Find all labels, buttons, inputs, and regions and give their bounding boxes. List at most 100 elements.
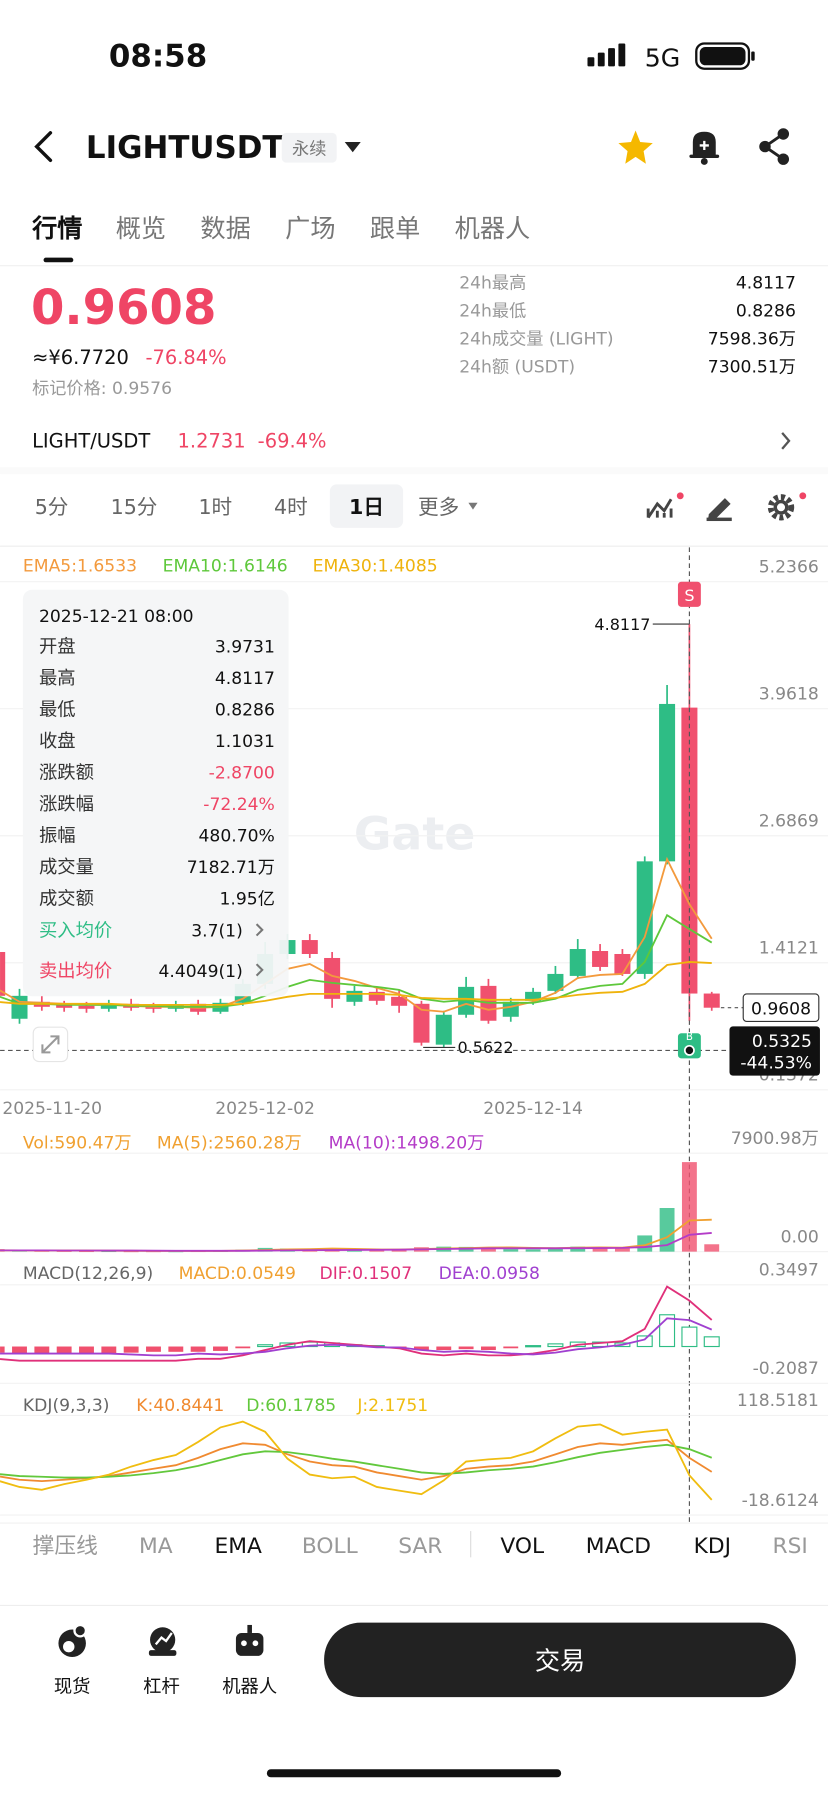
battery-icon	[695, 42, 755, 70]
tooltip-value: 4.4049(1)	[158, 962, 242, 982]
interval-selected-bg	[329, 484, 404, 528]
indicator-icon[interactable]	[646, 492, 684, 519]
candle-body	[391, 996, 408, 1006]
settings-icon[interactable]	[767, 492, 807, 521]
stat-label: 24h额 (USDT)	[459, 358, 575, 378]
crosshair-price: 0.5325	[752, 1032, 812, 1052]
tooltip-value: -72.24%	[203, 795, 275, 815]
indicator-tab[interactable]: MA	[139, 1534, 173, 1559]
indicator-tab[interactable]: EMA	[215, 1534, 263, 1559]
tab[interactable]: 广场	[285, 214, 335, 243]
indicator-tab[interactable]: MACD	[586, 1534, 651, 1559]
bar	[681, 1162, 697, 1252]
y-tick-label: 3.9618	[759, 685, 819, 705]
indicator-tab[interactable]: RSI	[773, 1534, 808, 1559]
mark-price: 标记价格: 0.9576	[32, 379, 172, 399]
nav-label[interactable]: 机器人	[222, 1677, 277, 1698]
tooltip: 2025-12-21 08:00 开盘 3.9731 最高 4.8117 最低 0.828…	[22, 589, 289, 997]
margin-icon[interactable]	[148, 1627, 177, 1656]
tab-indicator	[43, 257, 74, 263]
interval[interactable]: 5分	[35, 495, 69, 519]
charts: 5.23663.96182.68691.41210.13722025-11-20…	[0, 547, 828, 1524]
interval[interactable]: 1日	[349, 495, 384, 519]
trade-button-label[interactable]: 交易	[535, 1647, 585, 1676]
nav-label[interactable]: 杠杆	[143, 1677, 180, 1698]
y-tick-label: 0.00	[781, 1227, 819, 1247]
legend-entry: DIF:0.1507	[320, 1264, 413, 1284]
cny-price: ≈¥6.7720	[32, 346, 129, 369]
panel-title: KDJ(9,3,3)	[23, 1396, 110, 1416]
bar	[190, 1346, 206, 1352]
favorite-star[interactable]	[618, 130, 653, 164]
bar	[681, 1326, 698, 1348]
interval-bar: 5分 15分 1时 4时 1日 更多	[35, 495, 460, 519]
indicator-tab[interactable]: KDJ	[694, 1534, 731, 1559]
share-icon[interactable]	[759, 128, 790, 165]
x-tick-label: 2025-12-14	[483, 1099, 583, 1119]
interval[interactable]: 1时	[198, 495, 232, 519]
trade-button[interactable]	[324, 1622, 796, 1698]
tooltip-label: 开盘	[39, 637, 76, 658]
bar	[570, 1246, 586, 1252]
bar	[704, 1244, 720, 1252]
indicator-line	[0, 1443, 713, 1479]
indicator-tab[interactable]: BOLL	[302, 1534, 358, 1559]
stat-label: 24h成交量 (LIGHT)	[459, 330, 613, 350]
indicator-line	[0, 1438, 713, 1483]
tooltip-value: 4.8117	[215, 669, 275, 689]
y-tick-label: 5.2366	[759, 558, 819, 578]
crosshair-box	[729, 1026, 820, 1076]
bar	[659, 1208, 675, 1252]
interval[interactable]: 4时	[274, 495, 308, 519]
candle-body	[78, 1005, 95, 1009]
candle-body	[0, 952, 6, 996]
symbol-dropdown[interactable]	[344, 141, 361, 153]
bar	[34, 1346, 50, 1354]
expand-button[interactable]	[32, 1026, 69, 1063]
panel-title: MACD(12,26,9)	[23, 1264, 153, 1284]
legend-entry: D:60.1785	[246, 1396, 336, 1416]
back-button[interactable]	[34, 131, 53, 163]
spot-pair: LIGHT/USDT	[32, 430, 150, 453]
y-tick-label: 1.4121	[759, 939, 819, 959]
candle-body	[301, 940, 318, 954]
interval[interactable]: 更多	[418, 495, 459, 519]
nav-label[interactable]: 现货	[54, 1677, 91, 1698]
tooltip-label: 成交量	[39, 857, 94, 878]
draw-icon[interactable]	[706, 498, 732, 522]
candle-body	[435, 1014, 452, 1045]
legend-entry: Vol:590.47万	[23, 1134, 132, 1154]
stat-value: 0.8286	[736, 302, 796, 322]
spot-row[interactable]: LIGHT/USDT 1.2731 -69.4%	[32, 430, 791, 453]
indicator-tab[interactable]: 撑压线	[33, 1534, 98, 1559]
high-label: 4.8117	[594, 615, 650, 634]
tab[interactable]: 行情	[31, 214, 82, 243]
indicator-tab[interactable]: VOL	[500, 1534, 544, 1559]
tab[interactable]: 数据	[200, 214, 250, 243]
tab[interactable]: 概览	[116, 214, 166, 243]
bar	[614, 1248, 630, 1252]
symbol: LIGHTUSDT	[86, 130, 284, 166]
chevron	[255, 923, 264, 937]
candle-body	[659, 703, 676, 862]
tooltip-value: 3.7(1)	[191, 922, 243, 942]
interval[interactable]: 15分	[111, 495, 158, 519]
bar	[480, 1247, 496, 1252]
tab[interactable]: 跟单	[370, 214, 420, 243]
candle-body	[592, 951, 609, 967]
tooltip-label: 涨跌幅	[39, 794, 94, 815]
stat-label: 24h最低	[459, 302, 526, 322]
tab[interactable]: 机器人	[455, 214, 531, 243]
indicator-tab[interactable]: SAR	[398, 1534, 442, 1559]
spot-icon[interactable]	[58, 1623, 88, 1658]
alert-bell[interactable]	[689, 131, 720, 165]
tooltip-label: 卖出均价	[39, 961, 112, 982]
tooltip-value: 7182.71万	[187, 858, 275, 878]
tab-bar: 行情 概览 数据 广场 跟单 机器人	[31, 214, 530, 243]
x-tick-label: 2025-11-20	[2, 1099, 102, 1119]
current-price-box	[742, 993, 820, 1023]
bot-icon[interactable]	[235, 1624, 264, 1656]
bar	[0, 1346, 5, 1353]
candle-body	[681, 707, 698, 994]
